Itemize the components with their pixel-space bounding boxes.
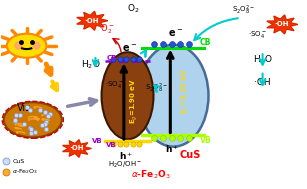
Text: ·OH: ·OH: [84, 18, 99, 24]
Text: Vis: Vis: [17, 103, 31, 112]
Text: CB: CB: [200, 38, 211, 47]
Circle shape: [4, 102, 62, 137]
Text: ·SO$_4^-$: ·SO$_4^-$: [105, 79, 124, 90]
Text: H$_2$O: H$_2$O: [81, 59, 101, 71]
Text: h$^+$: h$^+$: [119, 150, 133, 162]
Text: $\alpha$-Fe$_2$O$_3$: $\alpha$-Fe$_2$O$_3$: [131, 168, 170, 181]
Text: ·OH: ·OH: [254, 78, 271, 87]
Text: S$_2$O$_8^{2-}$: S$_2$O$_8^{2-}$: [232, 4, 255, 17]
Ellipse shape: [138, 45, 208, 147]
Text: e$^-$: e$^-$: [168, 28, 183, 39]
Text: H$_2$O/OH$^-$: H$_2$O/OH$^-$: [107, 160, 142, 170]
Text: ·O$_2^-$: ·O$_2^-$: [98, 23, 115, 36]
Polygon shape: [267, 15, 298, 34]
Text: O$_2$: O$_2$: [127, 2, 140, 15]
Text: VB: VB: [200, 136, 211, 145]
Text: ·OH: ·OH: [69, 146, 84, 152]
Ellipse shape: [102, 52, 154, 139]
Text: CB: CB: [106, 55, 117, 60]
Text: E$_g$=2.25 eV: E$_g$=2.25 eV: [179, 68, 191, 114]
Polygon shape: [77, 11, 108, 30]
Text: S$_2$O$_8^{2-}$: S$_2$O$_8^{2-}$: [145, 81, 168, 95]
Text: VB: VB: [106, 142, 117, 148]
Text: CuS: CuS: [180, 150, 201, 160]
Text: $\alpha$-Fe$_2$O$_3$: $\alpha$-Fe$_2$O$_3$: [12, 168, 38, 177]
Text: VB: VB: [92, 138, 103, 144]
Text: e$^-$: e$^-$: [122, 43, 137, 54]
Circle shape: [7, 34, 47, 58]
Polygon shape: [63, 140, 91, 157]
Text: E$_g$=1.90 eV: E$_g$=1.90 eV: [129, 78, 140, 124]
Text: ·SO$_4^-$: ·SO$_4^-$: [248, 29, 267, 40]
Text: H$_2$O: H$_2$O: [253, 53, 272, 66]
Text: ·OH: ·OH: [274, 21, 289, 27]
Text: CuS: CuS: [12, 159, 25, 164]
Text: h$^+$: h$^+$: [165, 143, 179, 155]
